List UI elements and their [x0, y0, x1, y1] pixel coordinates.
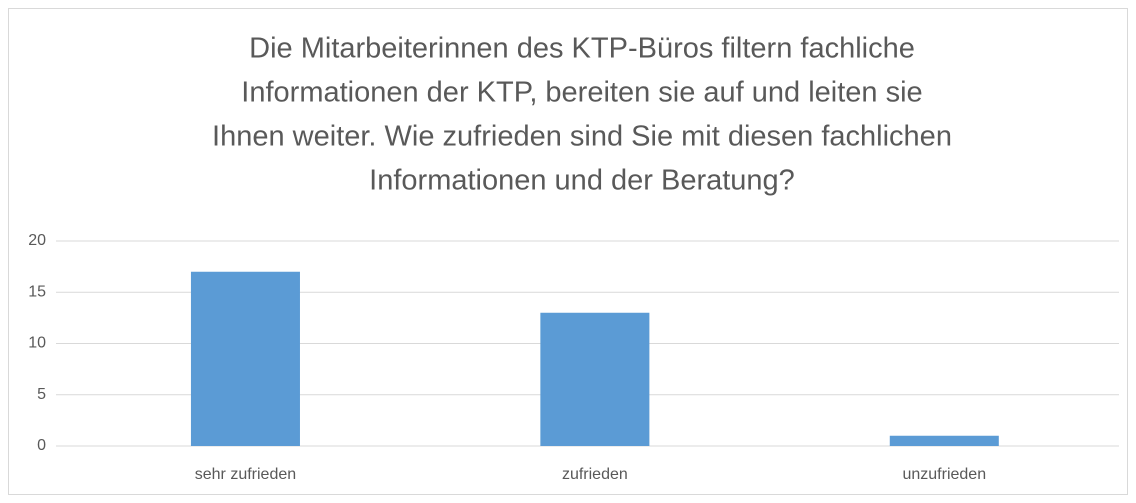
x-tick-label: unzufrieden	[902, 466, 986, 483]
x-tick-label: zufrieden	[562, 466, 628, 483]
y-tick-label: 5	[37, 386, 46, 403]
bar	[190, 271, 300, 446]
chart-title: Ihnen weiter. Wie zufrieden sind Sie mit…	[212, 121, 952, 153]
bar	[540, 312, 650, 446]
chart-title: Informationen der KTP, bereiten sie auf …	[241, 77, 922, 109]
y-tick-label: 15	[28, 283, 46, 300]
y-tick-label: 20	[28, 232, 46, 249]
bar	[889, 435, 999, 446]
x-tick-label: sehr zufrieden	[195, 466, 296, 483]
chart-title: Informationen und der Beratung?	[369, 165, 795, 197]
y-tick-label: 10	[28, 335, 46, 352]
y-tick-label: 0	[37, 437, 46, 454]
chart-title: Die Mitarbeiterinnen des KTP-Büros filte…	[249, 33, 915, 65]
